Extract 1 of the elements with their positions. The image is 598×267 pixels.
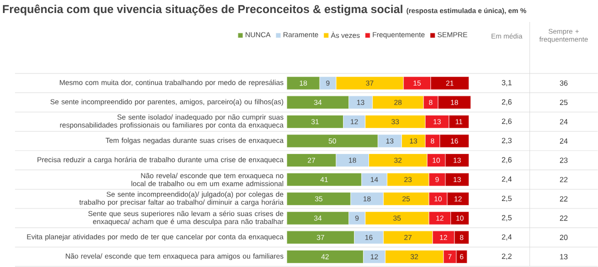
chart-title: Frequência com que vivencia situações de Preconceitos & estigma social: [2, 4, 402, 16]
